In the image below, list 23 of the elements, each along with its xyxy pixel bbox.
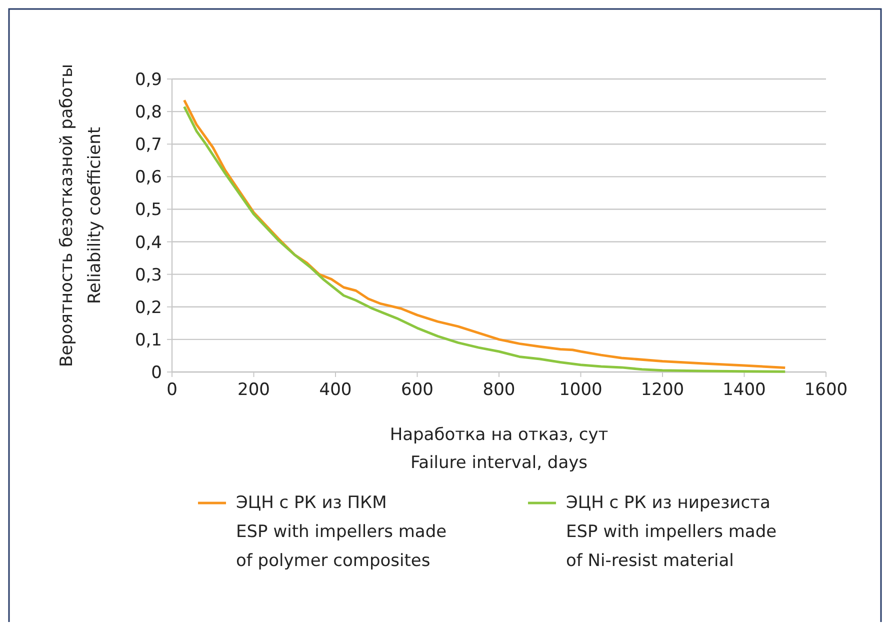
x-tick-label: 1200 [640,380,684,400]
y-tick-label: 0,4 [134,232,162,253]
y-tick-label: 0,7 [134,135,162,156]
y-tick-label: 0,5 [134,200,162,220]
x-tick-label: 1000 [559,380,602,400]
x-tick-label: 0 [166,380,178,400]
y-tick-label: 0,3 [134,265,162,286]
y-tick-label: 0,8 [134,102,162,123]
x-axis-title: Наработка на отказ, сут Failure interval, days [390,425,608,473]
y-axis-title: Вероятность безотказной работы Reliability coefficient [57,64,105,368]
x-tick-label: 800 [482,380,516,400]
legend-label: ЭЦН с РК из ПКМ ESP with impellers made of polymer composites [236,493,447,571]
legend-label: ЭЦН с РК из нирезиста ESP with impellers made of Ni-resist material [566,493,777,571]
y-tick-label: 0,2 [134,298,162,318]
y-tick-label: 0,9 [134,70,162,90]
y-tick-label: 0,1 [134,330,162,350]
x-tick-label: 200 [238,380,270,400]
y-tick-label: 0,6 [134,168,162,188]
x-tick-label: 400 [319,380,352,400]
x-tick-label: 1400 [722,380,766,400]
x-tick-label: 600 [401,380,434,400]
x-tick-label: 1600 [804,380,848,400]
y-tick-label: 0 [151,363,162,383]
